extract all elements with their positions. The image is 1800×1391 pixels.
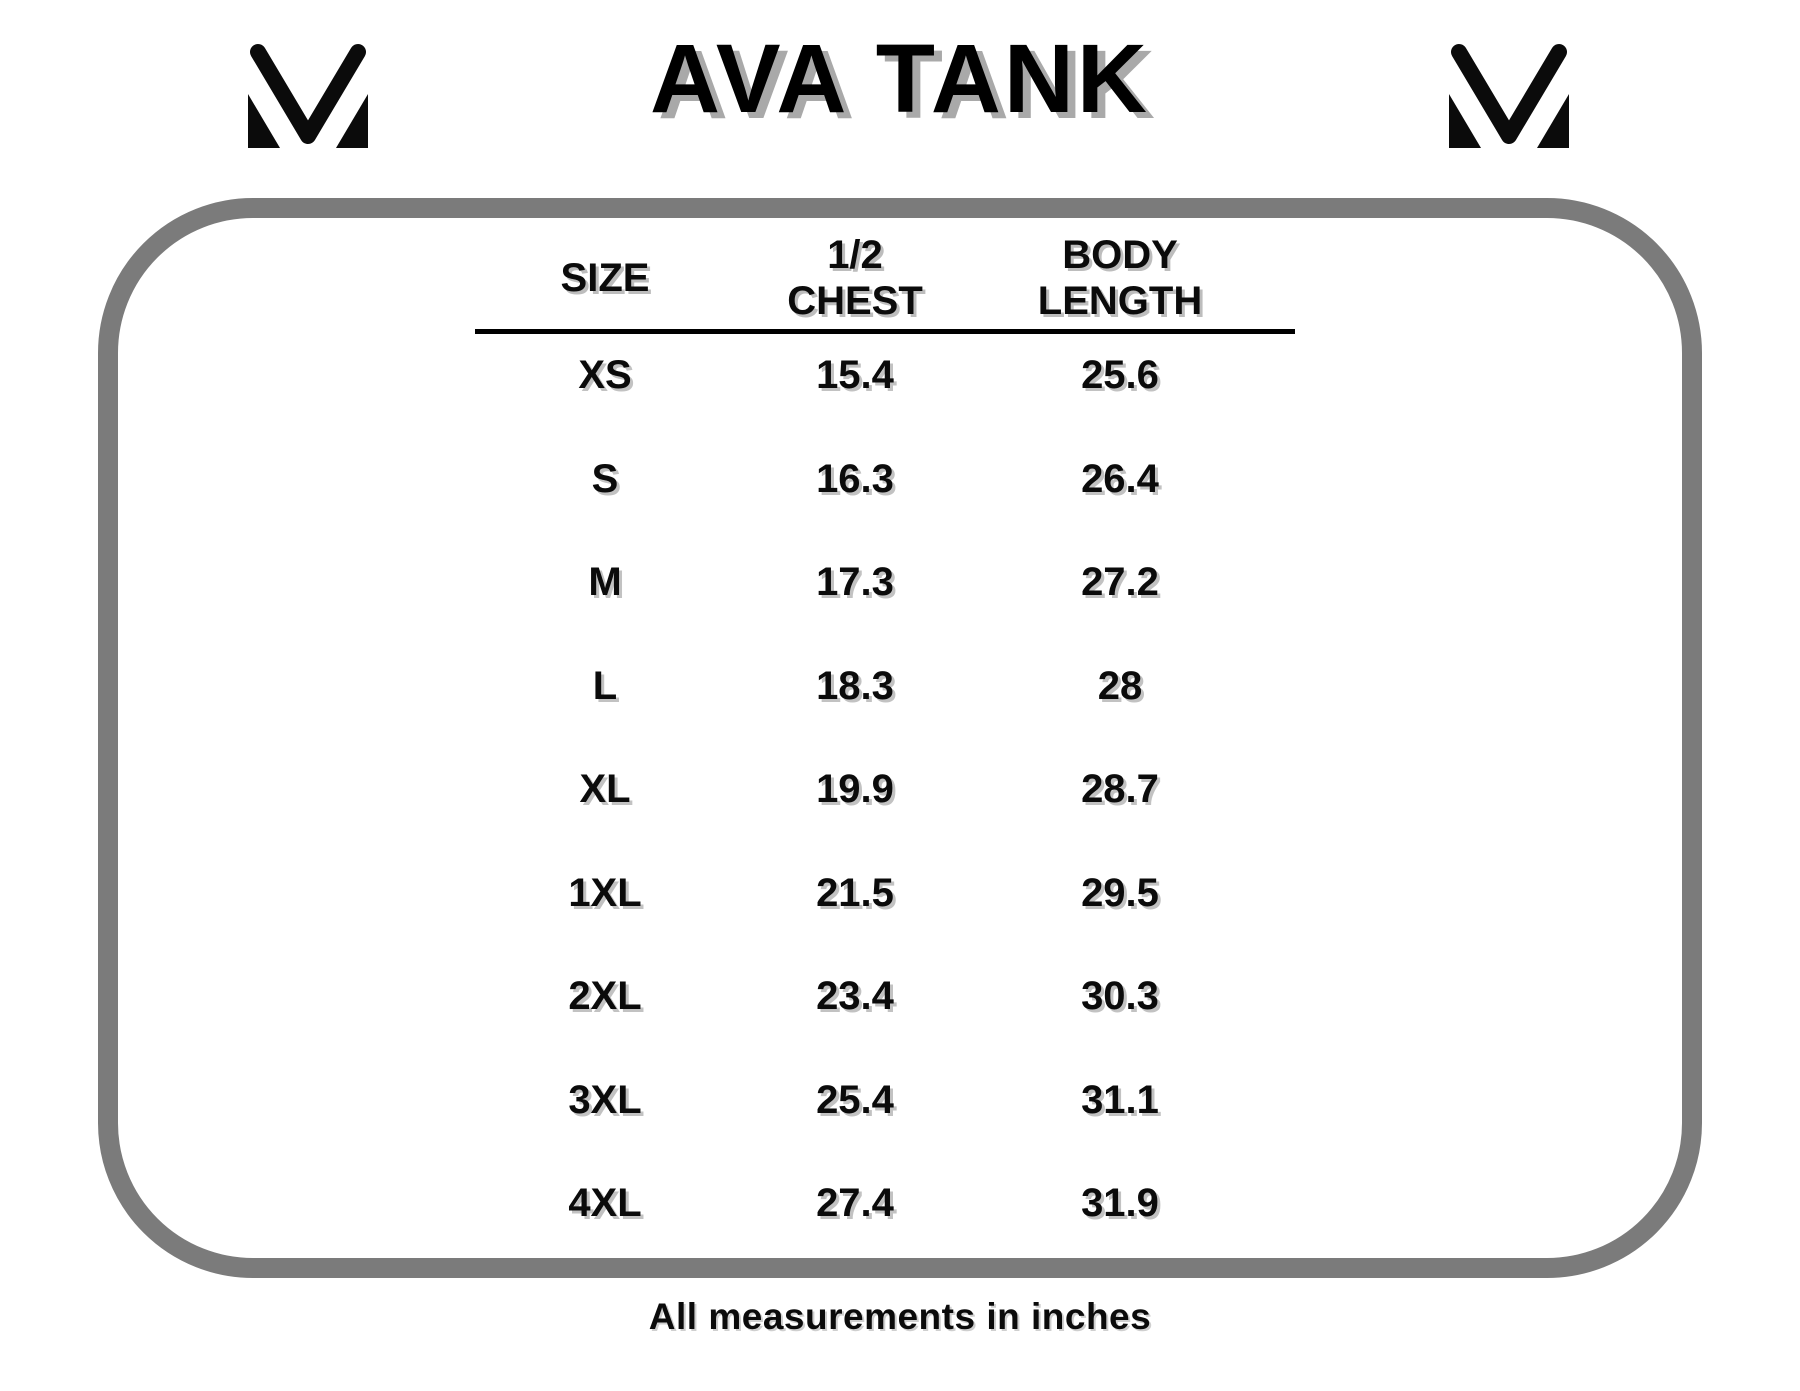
length-cell: 31.1 [1081, 1077, 1159, 1122]
chest-cell: 25.4 [816, 1077, 894, 1122]
length-cell: 30.3 [1081, 974, 1159, 1019]
size-cell: S [591, 456, 619, 501]
chest-cell: 19.9 [816, 767, 894, 812]
length-cell: 28 [1097, 663, 1143, 708]
size-cell: L [592, 663, 618, 708]
measurements-footnote: All measurements in inches [648, 1296, 1152, 1337]
chest-cell: 27.4 [816, 1181, 894, 1226]
size-cell: 4XL [568, 1181, 642, 1226]
size-cell: 3XL [568, 1077, 642, 1122]
length-cell: 27.2 [1081, 560, 1159, 605]
column-header-size: SIZE [560, 256, 650, 300]
size-chart-frame [98, 198, 1702, 1278]
chest-cell: 17.3 [816, 560, 894, 605]
length-cell: 26.4 [1081, 456, 1159, 501]
size-chart-header: SIZE 1/2 CHEST BODY LENGTH [455, 230, 1285, 326]
mv-monogram-icon [1449, 44, 1569, 148]
size-cell: 1XL [568, 870, 642, 915]
size-chart-table: XS 15.4 25.6 S 16.3 26.4 M 17.3 27.2 L 1… [455, 324, 1285, 1256]
size-cell: XL [579, 767, 631, 812]
length-cell: 28.7 [1081, 767, 1159, 812]
size-cell: XS [578, 353, 632, 398]
length-cell: 31.9 [1081, 1181, 1159, 1226]
length-cell: 29.5 [1081, 870, 1159, 915]
chest-cell: 23.4 [816, 974, 894, 1019]
brand-logo-right [1443, 40, 1575, 148]
column-header-body-length: BODY LENGTH [1037, 233, 1203, 323]
chest-cell: 21.5 [816, 870, 894, 915]
length-cell: 25.6 [1081, 353, 1159, 398]
header-underline [475, 329, 1295, 334]
chest-cell: 16.3 [816, 456, 894, 501]
mv-monogram-icon [248, 44, 368, 148]
chest-cell: 15.4 [816, 353, 894, 398]
size-cell: 2XL [568, 974, 642, 1019]
chest-cell: 18.3 [816, 663, 894, 708]
column-header-half-chest: 1/2 CHEST [787, 233, 923, 323]
page-title: AVA TANK [650, 24, 1150, 133]
size-cell: M [588, 560, 622, 605]
brand-logo-left [242, 40, 374, 148]
